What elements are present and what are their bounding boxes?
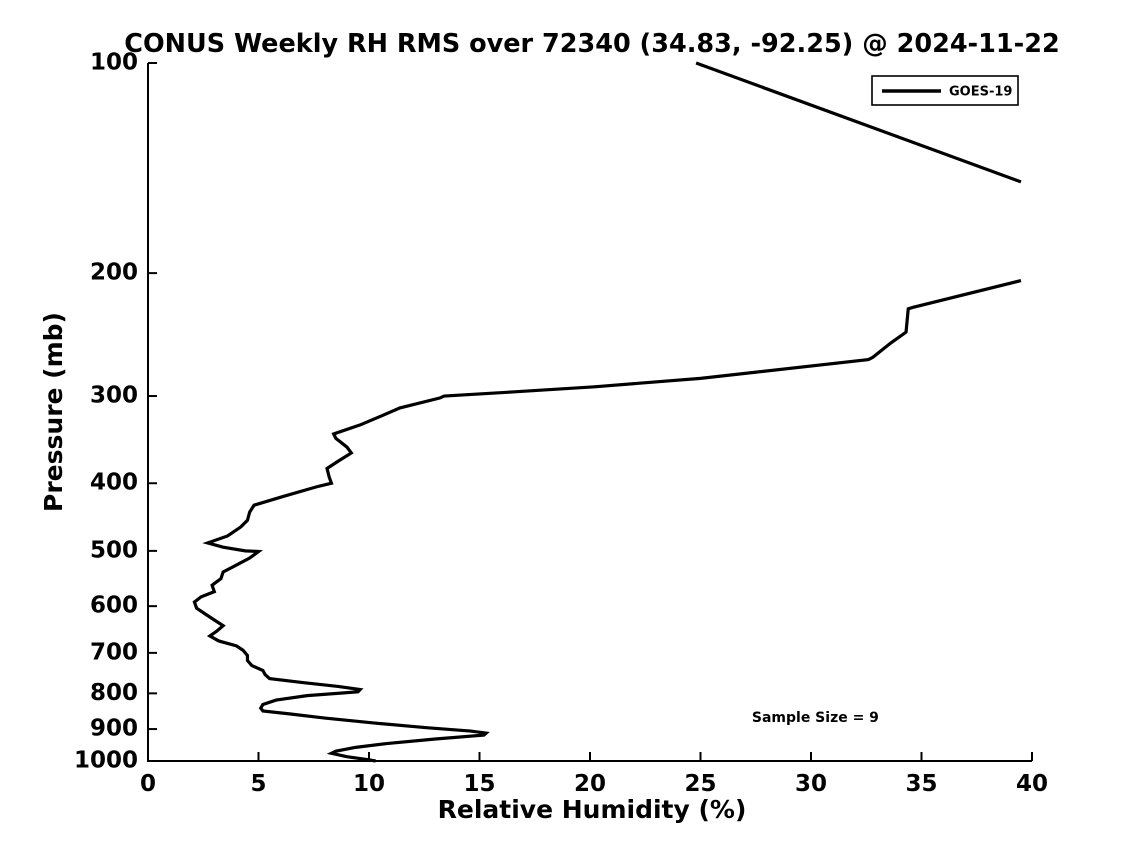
y-tick-label-800: 800: [90, 680, 138, 706]
x-tick-label-25: 25: [684, 771, 716, 797]
x-tick-label-20: 20: [574, 771, 606, 797]
y-tick-label-900: 900: [90, 716, 138, 742]
x-tick-label-10: 10: [353, 771, 385, 797]
x-axis-title: Relative Humidity (%): [438, 795, 747, 824]
y-tick-label-400: 400: [90, 470, 138, 496]
data-series-group: [192, 61, 1022, 763]
y-axis-title: Pressure (mb): [39, 312, 68, 512]
annotation-sample-size: Sample Size = 9: [752, 710, 879, 726]
y-axis-ticks: 100 200 300 400 500 600 700 800 900 1000: [74, 50, 157, 774]
y-tick-label-100: 100: [90, 50, 138, 76]
series-line-goes-19-seg1: [192, 279, 1022, 763]
x-tick-label-30: 30: [795, 771, 827, 797]
chart-legend[interactable]: GOES-19: [871, 75, 1019, 106]
legend-label-goes-19: GOES-19: [949, 85, 1012, 100]
chart-title: CONUS Weekly RH RMS over 72340 (34.83, -…: [124, 29, 1059, 59]
x-axis-ticks: 0 5 10 15 20 25 30 35 40: [140, 752, 1048, 797]
x-tick-label-5: 5: [250, 771, 266, 797]
axis-frame: [147, 63, 1032, 762]
y-tick-label-500: 500: [90, 537, 138, 563]
y-tick-label-600: 600: [90, 593, 138, 619]
x-tick-label-15: 15: [463, 771, 495, 797]
x-tick-label-35: 35: [905, 771, 937, 797]
annotations-group: Sample Size = 9: [752, 710, 879, 726]
y-tick-label-1000: 1000: [74, 748, 138, 774]
y-tick-label-200: 200: [90, 260, 138, 286]
series-line-goes-19-seg0: [695, 61, 1022, 184]
y-tick-label-700: 700: [90, 639, 138, 665]
y-tick-label-300: 300: [90, 383, 138, 409]
x-tick-label-0: 0: [140, 771, 156, 797]
x-tick-label-40: 40: [1016, 771, 1048, 797]
